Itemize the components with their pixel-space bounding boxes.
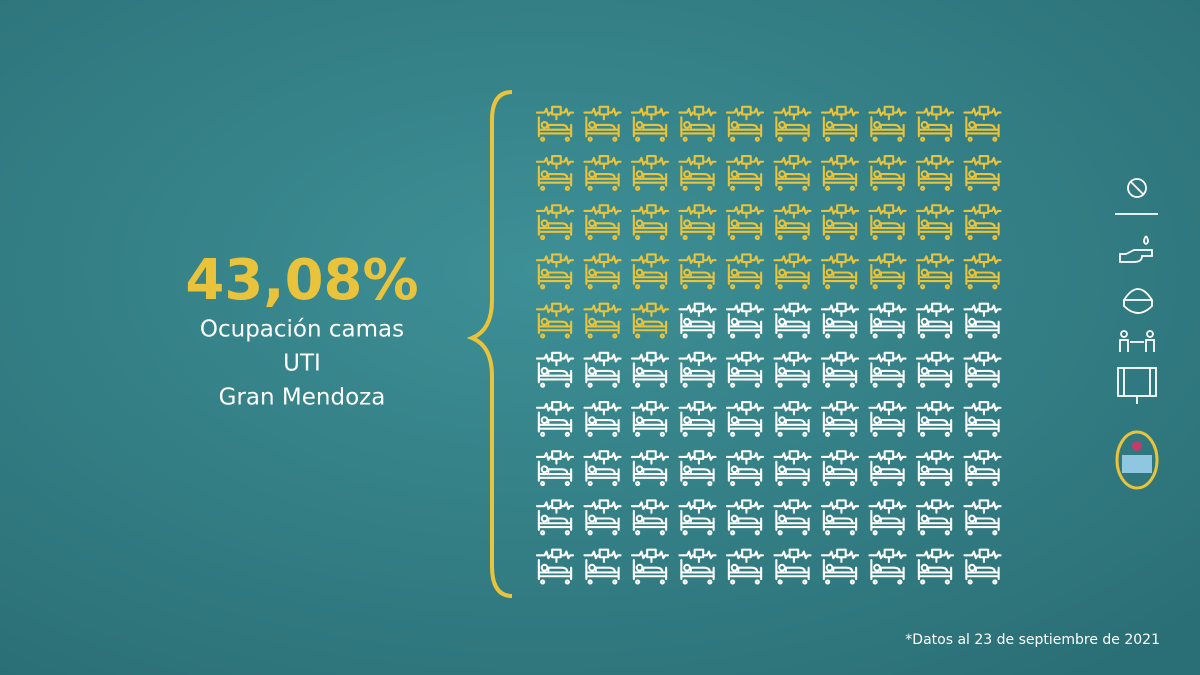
label-line: UTI <box>283 351 321 377</box>
side-icons <box>1115 178 1159 490</box>
footnote: *Datos al 23 de septiembre de 2021 <box>905 632 1160 648</box>
label-line: Ocupación camas <box>200 317 404 343</box>
label-line: Gran Mendoza <box>219 385 386 411</box>
value-label: 43,08% <box>185 248 418 313</box>
brace <box>466 90 513 598</box>
